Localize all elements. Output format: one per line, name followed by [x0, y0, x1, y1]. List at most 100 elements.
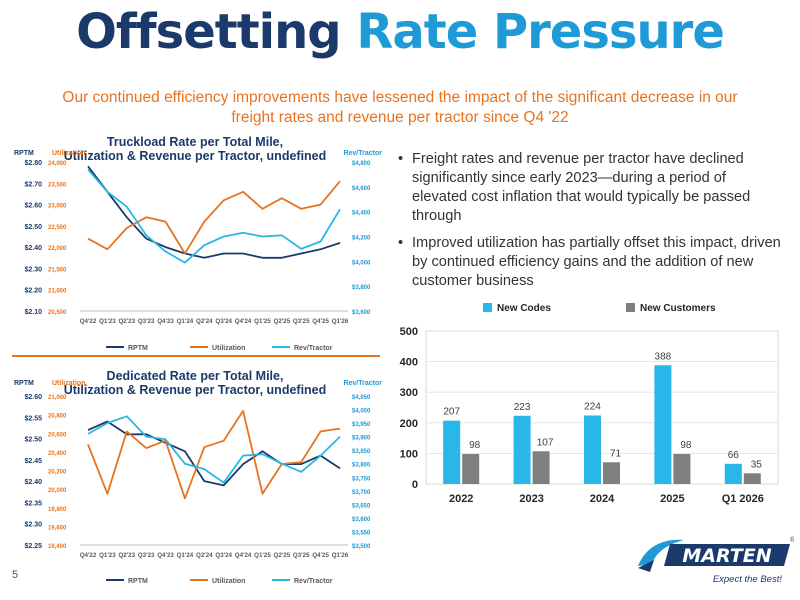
rptm-tick-label: $2.80: [24, 160, 42, 167]
logo-arrow-icon: [638, 560, 654, 572]
x-tick-label: Q2'24: [196, 552, 213, 559]
utilization-tick-label: 19,600: [48, 525, 67, 531]
x-tick-label: Q3'24: [215, 318, 232, 325]
utilization-tick-label: 20,500: [48, 310, 67, 316]
rev-tractor-tick-label: $4,800: [352, 161, 371, 167]
data-label-new-codes: 207: [443, 407, 460, 418]
rev-tractor-tick-label: $3,900: [352, 436, 371, 442]
rev-tractor-tick-label: $3,550: [352, 530, 371, 536]
utilization-tick-label: 21,000: [48, 395, 67, 401]
x-tick-label: Q4'24: [235, 552, 252, 559]
logo-band: [664, 544, 790, 566]
x-tick-label: Q1'26: [332, 318, 349, 325]
rev-tractor-tick-label: $4,050: [352, 395, 371, 401]
rev-tractor-tick-label: $3,700: [352, 490, 371, 496]
company-logo: MARTEN ® Expect the Best!: [638, 536, 794, 585]
utilization-tick-label: 22,000: [48, 246, 67, 252]
rev-tractor-tick-label: $3,800: [352, 285, 371, 291]
utilization-tick-label: 24,000: [48, 161, 67, 167]
bullet-item: Freight rates and revenue per tractor ha…: [398, 150, 783, 226]
legend-label-rev-tractor: Rev/Tractor: [294, 578, 333, 585]
bullet-item: Improved utilization has partially offse…: [398, 234, 783, 291]
utilization-tick-label: 20,000: [48, 488, 67, 494]
bar-new-customers: [673, 454, 691, 484]
data-label-new-codes: 223: [514, 402, 531, 413]
utilization-tick-label: 22,500: [48, 225, 67, 231]
right-axis-label: Rev/Tractor: [343, 380, 382, 387]
utilization-tick-label: 19,800: [48, 507, 67, 513]
mid-axis-label: Utilization: [52, 150, 85, 157]
bar-new-customers: [743, 473, 761, 484]
chart-title: Truckload Rate per Total Mile,: [107, 135, 283, 149]
left-axis-label: RPTM: [14, 380, 34, 387]
x-tick-label: Q4'23: [157, 318, 174, 325]
x-tick-label: Q1'26: [332, 552, 349, 559]
rptm-tick-label: $2.35: [24, 500, 42, 507]
bar-new-customers: [462, 454, 480, 484]
section-divider: [12, 355, 380, 357]
rev-tractor-tick-label: $4,200: [352, 236, 371, 242]
rev-tractor-tick-label: $3,950: [352, 422, 371, 428]
legend-label-utilization: Utilization: [212, 345, 245, 352]
rptm-tick-label: $2.45: [24, 458, 42, 465]
rev-tractor-tick-label: $3,800: [352, 463, 371, 469]
left-axis-label: RPTM: [14, 150, 34, 157]
legend-label-rptm: RPTM: [128, 345, 148, 352]
rev-tractor-tick-label: $3,500: [352, 544, 371, 550]
rptm-tick-label: $2.25: [24, 543, 42, 550]
x-tick-label: Q1'24: [177, 318, 194, 325]
x-tick-label: Q3'25: [293, 552, 310, 559]
rev-tractor-tick-label: $4,000: [352, 409, 371, 415]
y-tick-label: 0: [412, 479, 418, 491]
rptm-tick-label: $2.10: [24, 309, 42, 316]
rptm-tick-label: $2.30: [24, 522, 42, 529]
data-label-new-customers: 35: [751, 459, 763, 470]
legend-label-new-codes: New Codes: [497, 303, 551, 314]
logo-swoosh: [638, 539, 684, 566]
data-label-new-customers: 107: [537, 437, 554, 448]
utilization-tick-label: 20,800: [48, 414, 67, 420]
bar-new-codes: [724, 463, 742, 484]
y-tick-label: 100: [400, 448, 418, 460]
x-tick-label: Q1'25: [254, 318, 271, 325]
x-tick-label: Q4'23: [157, 552, 174, 559]
bar-new-codes: [443, 420, 461, 484]
x-tick-label: Q3'23: [138, 318, 155, 325]
x-tick-label: 2022: [449, 493, 473, 505]
title-part-2: Rate Pressure: [356, 4, 725, 60]
x-tick-label: 2024: [590, 493, 615, 505]
rptm-tick-label: $2.30: [24, 266, 42, 273]
rev-tractor-tick-label: $4,000: [352, 260, 371, 266]
page-subtitle: Our continued efficiency improvements ha…: [62, 89, 738, 126]
series-line-utilization: [87, 180, 341, 255]
rptm-tick-label: $2.70: [24, 181, 42, 188]
data-label-new-codes: 224: [584, 401, 601, 412]
x-tick-label: Q4'22: [80, 318, 97, 325]
rptm-tick-label: $2.60: [24, 394, 42, 401]
data-label-new-customers: 98: [680, 440, 692, 451]
rptm-tick-label: $2.50: [24, 437, 42, 444]
x-tick-label: Q3'25: [293, 318, 310, 325]
title-part-1: Offsetting: [76, 4, 342, 60]
data-label-new-codes: 66: [728, 450, 740, 461]
legend-label-rev-tractor: Rev/Tractor: [294, 345, 333, 352]
page-number: 5: [12, 569, 19, 581]
x-tick-label: Q4'24: [235, 318, 252, 325]
rev-tractor-tick-label: $3,750: [352, 476, 371, 482]
utilization-tick-label: 19,400: [48, 544, 67, 550]
bar-new-codes: [654, 365, 672, 484]
x-tick-label: Q1'25: [254, 552, 271, 559]
x-tick-label: Q2'25: [274, 318, 291, 325]
plot-frame: [425, 330, 779, 485]
data-label-new-codes: 388: [655, 351, 672, 362]
y-tick-label: 300: [400, 387, 418, 399]
legend-label-new-customers: New Customers: [640, 303, 716, 314]
bullet-list: Freight rates and revenue per tractor ha…: [398, 150, 783, 299]
y-tick-label: 400: [400, 357, 418, 369]
x-tick-label: Q4'25: [312, 552, 329, 559]
rev-tractor-tick-label: $3,600: [352, 517, 371, 523]
logo-registered-mark: ®: [790, 536, 794, 544]
data-label-new-customers: 98: [469, 440, 481, 451]
chart-title: Utilization & Revenue per Tractor, undef…: [64, 149, 327, 163]
legend-label-utilization: Utilization: [212, 578, 245, 585]
